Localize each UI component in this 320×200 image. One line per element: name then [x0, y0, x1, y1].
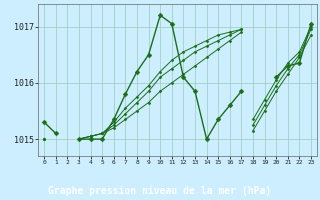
Text: Graphe pression niveau de la mer (hPa): Graphe pression niveau de la mer (hPa)	[48, 186, 272, 196]
